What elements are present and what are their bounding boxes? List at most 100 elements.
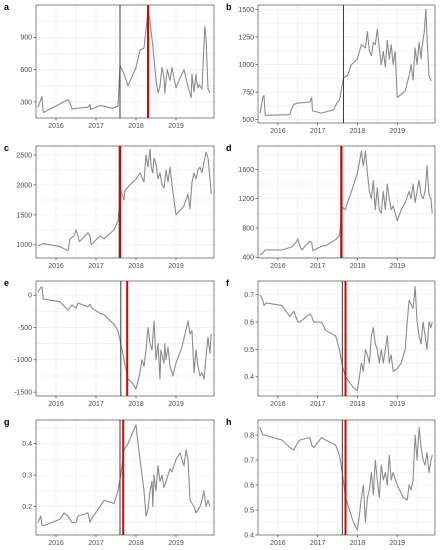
y-tick-label: 1500 bbox=[16, 212, 32, 219]
x-tick-label: 2017 bbox=[88, 123, 104, 130]
plot-frame bbox=[35, 280, 215, 397]
panel-c: 2016 2017 2018 2019 1000 1500 2000 2500 c bbox=[4, 143, 215, 270]
plot-background bbox=[36, 420, 214, 535]
plot-frame bbox=[257, 280, 436, 397]
panel-b: 2016 2017 2018 2019 500 750 1000 1250 1500 b bbox=[226, 2, 436, 135]
y-tick-label: -1000 bbox=[14, 357, 32, 364]
series-line bbox=[37, 148, 212, 252]
x-tick-label: 2019 bbox=[389, 128, 405, 135]
gridlines bbox=[258, 146, 435, 258]
y-tick-label: 0.4 bbox=[244, 532, 254, 539]
x-tick-label: 2018 bbox=[350, 128, 366, 135]
plot-frame bbox=[35, 4, 215, 119]
x-tick-label: 2017 bbox=[310, 128, 326, 135]
panel-label: c bbox=[4, 143, 9, 153]
x-tick-label: 2019 bbox=[168, 540, 184, 547]
x-tick-label: 2016 bbox=[270, 128, 286, 135]
x-tick-label: 2018 bbox=[350, 263, 366, 270]
panel-g: 2016 2017 2018 2019 0.2 0.3 0.4 g bbox=[4, 417, 215, 547]
x-tick-label: 2017 bbox=[310, 401, 326, 408]
panel-d: 2016 2017 2018 2019 400 800 1200 1600 d bbox=[226, 143, 436, 270]
y-tick-label: 1250 bbox=[238, 34, 254, 41]
x-tick-label: 2016 bbox=[48, 401, 64, 408]
x-tick-label: 2018 bbox=[128, 123, 144, 130]
y-tick-label: 0 bbox=[28, 293, 32, 300]
x-tick-label: 2017 bbox=[310, 263, 326, 270]
y-tick-label: 400 bbox=[242, 255, 254, 262]
x-tick-label: 2018 bbox=[128, 540, 144, 547]
x-tick-label: 2019 bbox=[389, 401, 405, 408]
y-tick-label: 500 bbox=[242, 117, 254, 124]
series-line bbox=[259, 150, 433, 256]
x-tick-label: 2019 bbox=[389, 540, 405, 547]
y-tick-label: 0.2 bbox=[22, 504, 32, 511]
series-line bbox=[259, 426, 433, 531]
y-tick-label: 0.5 bbox=[244, 507, 254, 514]
x-tick-label: 2017 bbox=[88, 263, 104, 270]
plot-frame bbox=[35, 419, 215, 536]
y-tick-label: 0.7 bbox=[244, 292, 254, 299]
panel-label: a bbox=[4, 2, 10, 12]
x-tick-label: 2017 bbox=[88, 540, 104, 547]
plot-background bbox=[36, 281, 214, 396]
plot-background bbox=[36, 146, 214, 258]
plot-background bbox=[258, 5, 435, 123]
y-tick-label: 800 bbox=[242, 225, 254, 232]
y-tick-label: 1200 bbox=[238, 196, 254, 203]
panel-label: b bbox=[226, 2, 232, 12]
y-tick-label: 1000 bbox=[16, 242, 32, 249]
plot-frame bbox=[257, 419, 436, 536]
series-line bbox=[37, 286, 212, 390]
panel-f: 2016 2017 2018 2019 0.4 0.5 0.6 0.7 f bbox=[226, 278, 436, 408]
series-line bbox=[259, 285, 433, 392]
y-tick-label: -1500 bbox=[14, 390, 32, 397]
x-tick-label: 2018 bbox=[128, 401, 144, 408]
y-tick-label: 600 bbox=[20, 67, 32, 74]
x-tick-label: 2019 bbox=[168, 401, 184, 408]
y-tick-label: 0.4 bbox=[244, 374, 254, 381]
x-tick-label: 2016 bbox=[48, 123, 64, 130]
x-tick-label: 2019 bbox=[389, 263, 405, 270]
panel-h: 2016 2017 2018 2019 0.4 0.5 0.6 0.7 0.8 h bbox=[226, 417, 436, 547]
y-tick-label: 1500 bbox=[238, 7, 254, 14]
gridlines bbox=[258, 5, 435, 123]
series-line bbox=[37, 9, 211, 114]
x-tick-label: 2017 bbox=[310, 540, 326, 547]
y-tick-label: 0.7 bbox=[244, 457, 254, 464]
y-tick-label: 0.6 bbox=[244, 319, 254, 326]
x-tick-label: 2016 bbox=[270, 540, 286, 547]
x-tick-label: 2016 bbox=[48, 540, 64, 547]
gridlines bbox=[36, 420, 214, 535]
panel-e: 2016 2017 2018 2019 -1500 -1000 -500 0 e bbox=[4, 278, 215, 408]
gridlines bbox=[36, 5, 214, 118]
x-tick-label: 2018 bbox=[350, 401, 366, 408]
y-tick-label: -500 bbox=[18, 325, 32, 332]
gridlines bbox=[36, 281, 214, 396]
panel-label: h bbox=[226, 417, 232, 427]
x-tick-label: 2018 bbox=[128, 263, 144, 270]
y-tick-label: 0.8 bbox=[244, 432, 254, 439]
x-tick-label: 2017 bbox=[88, 401, 104, 408]
x-tick-label: 2016 bbox=[270, 401, 286, 408]
plot-frame bbox=[257, 145, 436, 259]
y-tick-label: 1600 bbox=[238, 167, 254, 174]
panel-a: 2016 2017 2018 2019 300 600 900 a bbox=[4, 2, 215, 130]
y-tick-label: 0.3 bbox=[22, 473, 32, 480]
y-tick-label: 2500 bbox=[16, 152, 32, 159]
panel-label: d bbox=[226, 143, 232, 153]
y-tick-label: 0.4 bbox=[22, 441, 32, 448]
plot-frame bbox=[257, 4, 436, 124]
y-tick-label: 1000 bbox=[238, 62, 254, 69]
y-tick-label: 0.6 bbox=[244, 482, 254, 489]
y-tick-label: 2000 bbox=[16, 182, 32, 189]
x-tick-label: 2018 bbox=[350, 540, 366, 547]
x-tick-label: 2016 bbox=[270, 263, 286, 270]
series-line bbox=[259, 8, 432, 116]
panel-label: f bbox=[226, 278, 230, 288]
y-tick-label: 750 bbox=[242, 90, 254, 97]
panel-label: g bbox=[4, 417, 10, 427]
plot-frame bbox=[35, 145, 215, 259]
x-tick-label: 2016 bbox=[48, 263, 64, 270]
panel-label: e bbox=[4, 278, 9, 288]
